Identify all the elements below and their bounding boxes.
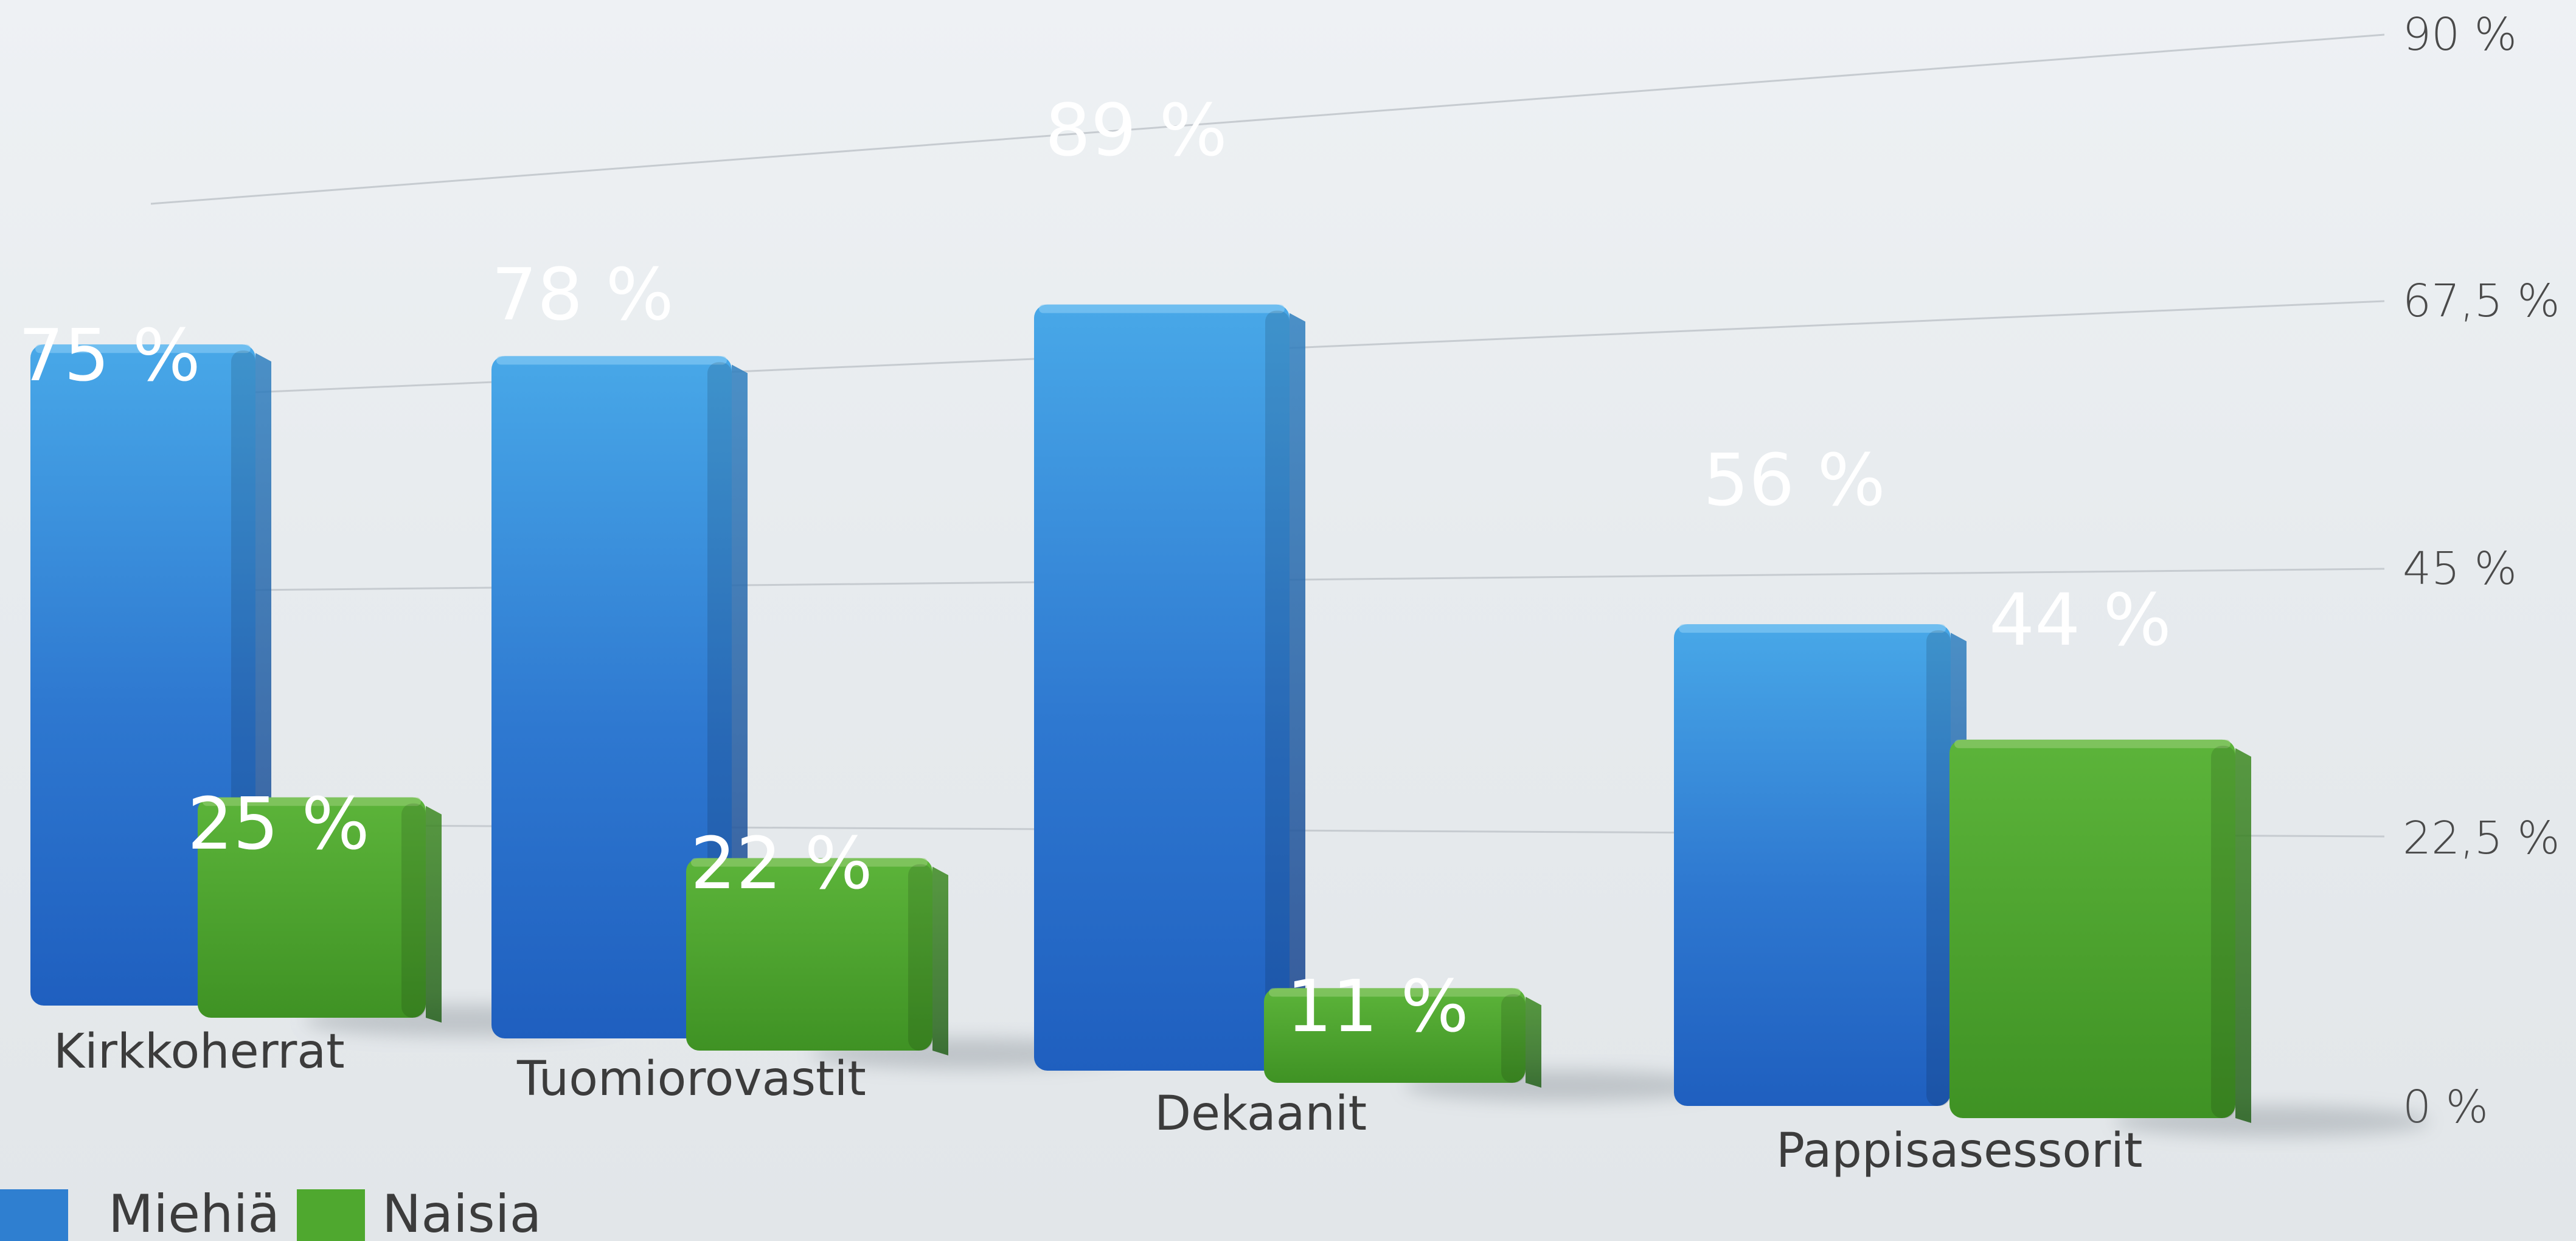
bar-naisia-4-top: [1954, 739, 2231, 748]
bar-naisia-4: [1949, 739, 2251, 1123]
bar-miehia-3-side: [1290, 313, 1305, 1076]
value-label-miehia: 78 %: [491, 252, 674, 336]
bar-naisia-1: [198, 797, 442, 1023]
value-label-naisia: 25 %: [187, 782, 370, 866]
bar-naisia-2-top: [691, 858, 928, 867]
bar-naisia-2-side: [932, 866, 948, 1055]
value-label-naisia: 11 %: [1286, 964, 1469, 1048]
y-tick-label: 45 %: [2403, 543, 2517, 595]
y-tick-label: 67,5 %: [2403, 275, 2560, 327]
bar-miehia-4-edge: [1926, 630, 1951, 1106]
bar-miehia-2-front: [491, 356, 732, 1038]
category-label: Kirkkoherrat: [54, 1024, 345, 1079]
bars: 75 % 25 % 78 % 22 % 89 % 11 % 56 % 44 %: [18, 88, 2251, 1123]
bar-miehia-4-top: [1679, 624, 1946, 633]
bar-naisia-1-side: [426, 805, 442, 1023]
value-label-miehia: 89 %: [1045, 88, 1227, 172]
bar-naisia-1-front: [198, 797, 426, 1018]
bar-naisia-3-top: [1269, 988, 1521, 997]
value-label-naisia: 22 %: [690, 821, 873, 905]
bar-naisia-1-top: [203, 797, 421, 806]
value-label-naisia: 44 %: [1989, 578, 2172, 662]
bar-miehia-3: [1034, 304, 1305, 1076]
bar-miehia-2-top: [496, 356, 727, 365]
legend-item: Naisia: [297, 1184, 541, 1241]
bar-naisia-4-side: [2235, 748, 2251, 1123]
y-tick-label: 90 %: [2403, 9, 2517, 61]
bar-naisia-2-front: [686, 858, 932, 1051]
legend-swatch: [0, 1189, 68, 1241]
y-tick-label: 22,5 %: [2403, 812, 2560, 864]
bar-miehia-1-top: [35, 344, 251, 353]
legend: Miehiä Naisia: [0, 1184, 541, 1241]
bar-naisia-3-edge: [1501, 994, 1526, 1083]
value-label-miehia: 56 %: [1703, 438, 1886, 522]
category-label: Pappisasessorit: [1776, 1124, 2142, 1178]
category-label: Dekaanit: [1154, 1086, 1367, 1141]
category-labels: Kirkkoherrat Tuomiorovastit Dekaanit Pappis…: [54, 1024, 2142, 1178]
bar-naisia-2-edge: [908, 864, 932, 1051]
bar-miehia-3-front: [1034, 304, 1290, 1071]
legend-label: Miehiä: [108, 1184, 280, 1241]
gridline: [150, 33, 2385, 205]
bar-naisia-3: [1264, 988, 1541, 1088]
bar-naisia-4-front: [1949, 739, 2235, 1118]
bar-naisia-2: [686, 858, 948, 1055]
y-axis: 0 %22,5 %45 %67,5 %90 %: [2403, 9, 2560, 1133]
value-label-miehia: 75 %: [18, 313, 201, 397]
bar-miehia-3-top: [1039, 304, 1285, 313]
bar-miehia-4-front: [1674, 624, 1951, 1106]
legend-swatch: [297, 1189, 365, 1241]
bar-naisia-3-front: [1264, 988, 1526, 1083]
bar-miehia-4: [1674, 624, 1967, 1111]
legend-label: Naisia: [382, 1184, 541, 1241]
bar-miehia-3-edge: [1265, 310, 1290, 1071]
legend-item: Miehiä: [0, 1184, 280, 1241]
bar-naisia-4-edge: [2211, 745, 2235, 1118]
bar-naisia-3-side: [1526, 996, 1541, 1088]
category-label: Tuomiorovastit: [516, 1052, 866, 1107]
bar-naisia-1-edge: [401, 803, 426, 1018]
